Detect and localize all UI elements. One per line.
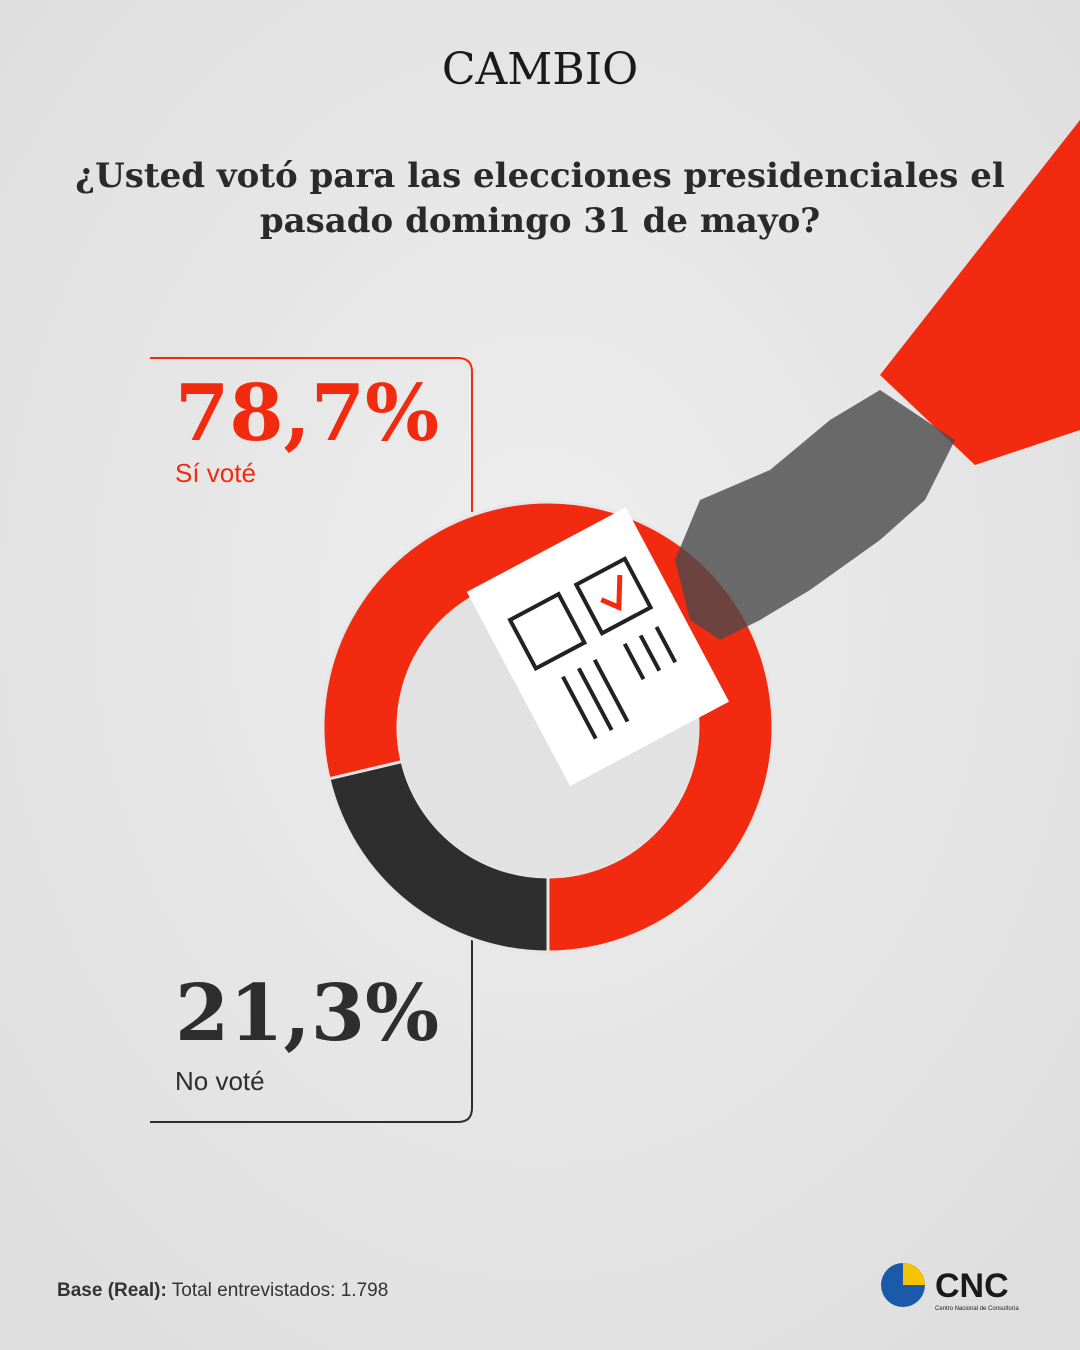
chart-title: ¿Usted votó para las elecciones presiden…: [75, 156, 1005, 241]
footer-text: Total entrevistados: 1.798: [172, 1280, 389, 1301]
logo-mark: [903, 1263, 925, 1285]
brand: CAMBIO: [442, 44, 638, 95]
bracket: [150, 357, 473, 512]
title-line: ¿Usted votó para las elecciones presiden…: [75, 156, 1005, 196]
title-line: pasado domingo 31 de mayo?: [260, 201, 820, 241]
ballot-paper: [466, 507, 730, 787]
ballot-box: [573, 556, 654, 636]
ballot-lines: [561, 626, 678, 740]
footer-label: Base (Real):: [57, 1280, 167, 1301]
category-label: No voté: [175, 1066, 265, 1096]
logo-name: CNC: [935, 1267, 1009, 1305]
category-label: Sí voté: [175, 458, 256, 488]
footer: Base (Real): Total entrevistados: 1.798: [57, 1280, 388, 1301]
check: [600, 575, 623, 612]
logo-subtitle: Centro Nacional de Consultoría: [935, 1306, 1019, 1312]
sleeve: [880, 120, 1080, 465]
hand: [675, 390, 955, 640]
value-label: 78,7%: [175, 368, 439, 459]
ballot-box: [507, 591, 588, 672]
bracket: [150, 930, 473, 1123]
ballot: [466, 507, 730, 787]
value-label: 21,3%: [175, 968, 439, 1059]
